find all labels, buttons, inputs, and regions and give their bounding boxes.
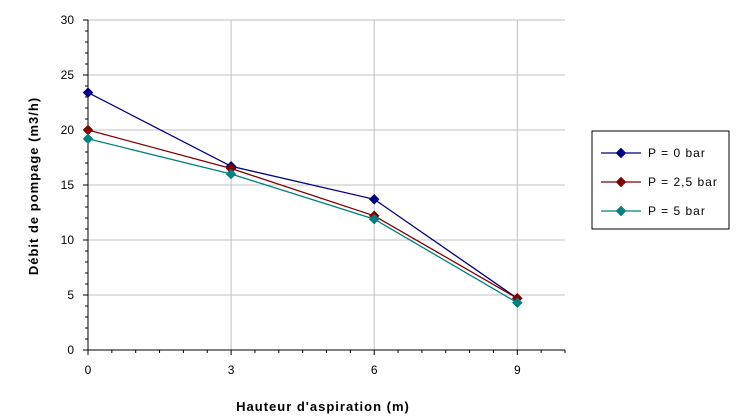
series-line — [87, 129, 518, 299]
series-0 — [82, 87, 523, 304]
legend-label: P = 0 bar — [648, 146, 706, 160]
series-line — [87, 92, 518, 299]
y-axis-title: Débit de pompage (m3/h) — [26, 97, 41, 275]
y-tick-label: 30 — [61, 13, 75, 27]
data-point — [82, 87, 94, 98]
legend-marker — [615, 147, 627, 159]
series — [82, 87, 523, 309]
data-point — [225, 168, 237, 180]
legend-marker — [615, 205, 627, 217]
data-point — [368, 193, 380, 205]
series-line — [87, 138, 518, 304]
x-axis-title: Hauteur d'aspiration (m) — [236, 399, 410, 414]
x-tick-label: 0 — [85, 363, 92, 377]
y-tick-label: 5 — [67, 288, 74, 302]
data-point — [368, 213, 380, 225]
legend: P = 0 bar P = 2,5 bar P = 5 bar — [591, 130, 730, 230]
x-tick-labels: 0 3 6 9 — [85, 363, 521, 377]
data-point — [511, 297, 523, 309]
legend-label: P = 2,5 bar — [648, 175, 718, 189]
y-tick-label: 15 — [61, 178, 75, 192]
y-tick-labels: 0 5 10 15 20 25 30 — [61, 13, 75, 357]
legend-marker — [615, 176, 627, 188]
series-2 — [82, 133, 523, 309]
legend-item: P = 5 bar — [601, 204, 706, 218]
y-tick-label: 20 — [61, 123, 75, 137]
data-point — [82, 133, 94, 145]
y-tick-label: 25 — [61, 68, 75, 82]
y-tick-label: 0 — [67, 343, 74, 357]
x-tick-label: 9 — [514, 363, 521, 377]
y-tick-label: 10 — [61, 233, 75, 247]
x-tick-label: 3 — [228, 363, 235, 377]
legend-box — [591, 130, 730, 230]
legend-item: P = 2,5 bar — [601, 175, 718, 189]
axes — [83, 19, 566, 355]
legend-label: P = 5 bar — [648, 204, 706, 218]
grid-lines — [88, 19, 565, 350]
x-tick-label: 6 — [371, 363, 378, 377]
legend-item: P = 0 bar — [601, 146, 706, 160]
